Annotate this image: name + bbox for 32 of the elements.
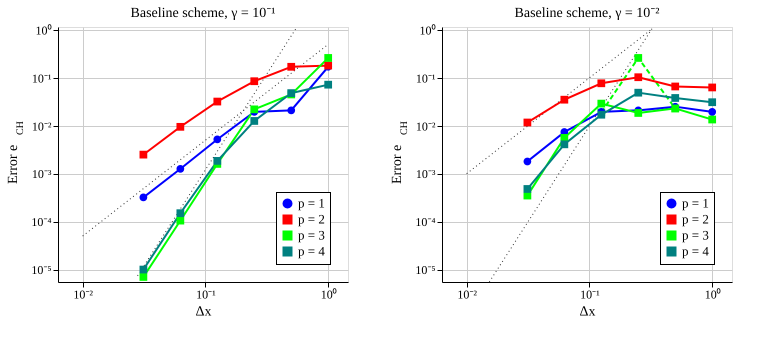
legend-label: p = 3 — [682, 228, 709, 242]
x-tick-label: 10⁻² — [457, 288, 478, 302]
y-tick-label: 10⁻² — [32, 119, 52, 134]
y-axis-title: Error eCH — [390, 121, 410, 184]
legend-label: p = 3 — [298, 228, 325, 242]
y-tick-label: 10⁰ — [420, 23, 436, 38]
y-tick-label: 10⁻² — [416, 119, 436, 134]
legend-label: p = 1 — [298, 196, 325, 210]
x-tick-label: 10⁰ — [320, 288, 337, 302]
y-axis-title: Error eCH — [6, 121, 26, 184]
y-tick-label: 10⁻⁵ — [31, 263, 52, 278]
legend-label: p = 1 — [682, 196, 709, 210]
x-axis-title: Δx — [579, 304, 596, 320]
legend-label: p = 4 — [682, 244, 710, 258]
chart-title: Baseline scheme, γ = 10⁻¹ — [130, 6, 276, 21]
x-tick-label: 10⁰ — [704, 288, 721, 302]
chart-title: Baseline scheme, γ = 10⁻² — [514, 6, 660, 21]
y-tick-label: 10⁻⁴ — [415, 215, 436, 230]
y-tick-label: 10⁻³ — [32, 167, 52, 182]
x-tick-label: 10⁻¹ — [196, 288, 216, 302]
legend-label: p = 2 — [682, 212, 709, 226]
x-axis-title: Δx — [195, 304, 212, 320]
legend-label: p = 4 — [298, 244, 326, 258]
y-tick-label: 10⁻¹ — [416, 71, 436, 86]
y-tick-label: 10⁻⁴ — [31, 215, 52, 230]
y-tick-label: 10⁻⁵ — [415, 263, 436, 278]
y-tick-label: 10⁻³ — [416, 167, 436, 182]
legend-label: p = 2 — [298, 212, 325, 226]
y-tick-label: 10⁰ — [36, 23, 52, 38]
y-tick-label: 10⁻¹ — [32, 71, 52, 86]
x-tick-label: 10⁻² — [73, 288, 94, 302]
x-tick-label: 10⁻¹ — [580, 288, 600, 302]
